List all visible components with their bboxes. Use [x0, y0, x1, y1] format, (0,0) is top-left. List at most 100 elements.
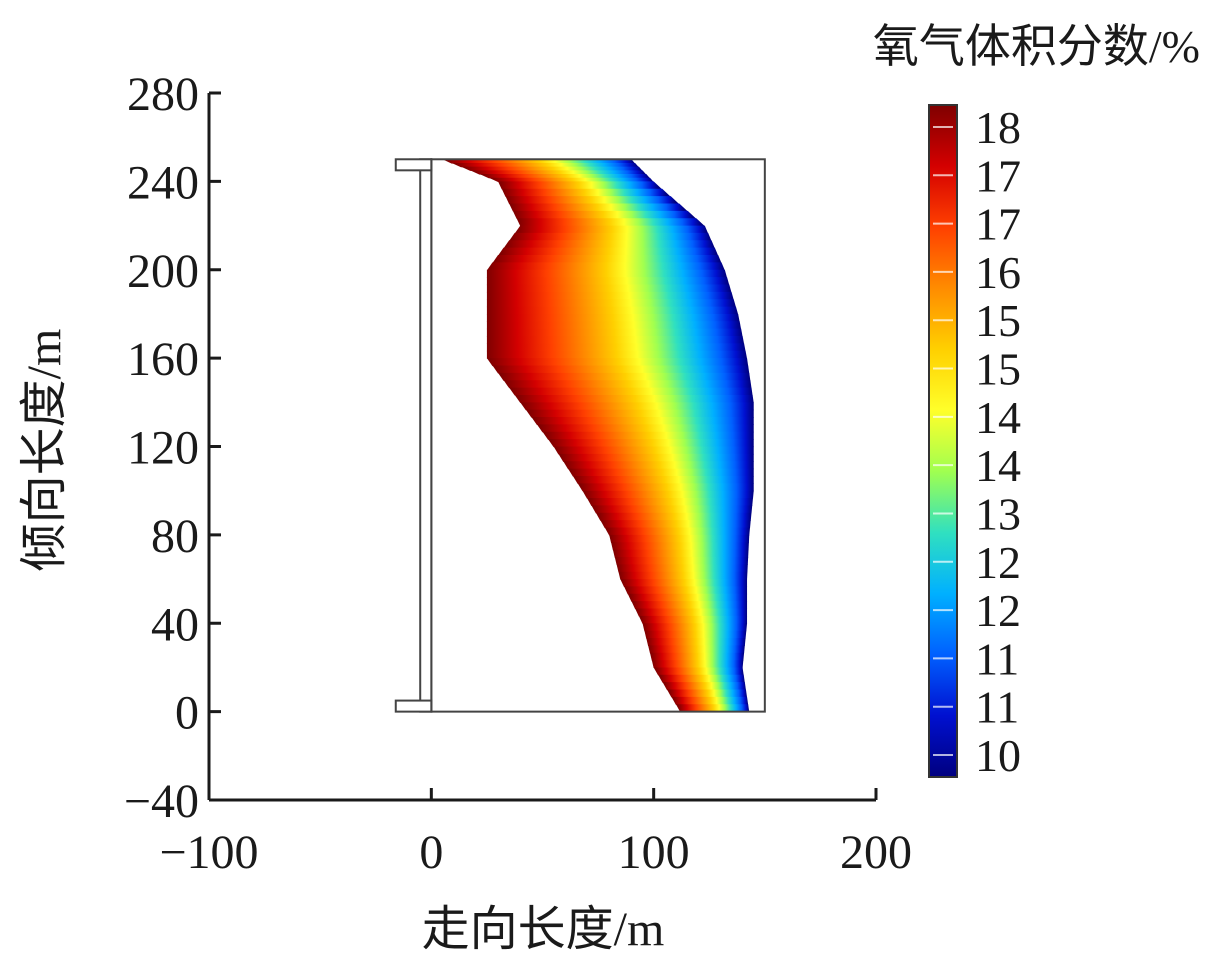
oxygen-field-strip — [520, 402, 754, 411]
oxygen-field — [442, 159, 754, 713]
y-tick-label: 240 — [127, 156, 199, 209]
oxygen-field-strip — [498, 372, 751, 381]
colorbar-tick-label: 17 — [975, 150, 1021, 201]
oxygen-field-strip — [591, 505, 753, 514]
oxygen-field-strip — [642, 623, 748, 632]
y-tick-label: 200 — [127, 245, 199, 298]
oxygen-field-strip — [563, 461, 754, 470]
y-tick-label: 80 — [151, 510, 199, 563]
oxygen-field-strip — [503, 240, 715, 249]
oxygen-field-strip — [618, 571, 748, 580]
x-tick-label: −100 — [159, 826, 258, 879]
oxygen-field-strip — [486, 269, 728, 278]
oxygen-field-strip — [514, 394, 754, 403]
y-tick-label: 160 — [127, 333, 199, 386]
oxygen-field-strip — [653, 667, 744, 676]
oxygen-field-strip — [498, 181, 663, 190]
oxygen-field-strip — [644, 630, 747, 639]
oxygen-field-strip — [486, 336, 745, 344]
y-tick-label: 0 — [175, 687, 199, 740]
oxygen-field-strip — [582, 490, 754, 499]
colorbar-title: 氧气体积分数/% — [873, 21, 1200, 72]
oxygen-field-strip — [651, 660, 744, 669]
oxygen-field-strip — [486, 321, 742, 330]
colorbar-tick-label: 13 — [975, 488, 1021, 539]
oxygen-field-strip — [505, 196, 680, 205]
oxygen-field-strip — [638, 615, 748, 624]
y-tick-label: 40 — [151, 598, 199, 651]
oxygen-field-strip — [514, 225, 709, 234]
support-column-bottom-cap — [394, 699, 433, 713]
oxygen-field-strip — [548, 439, 754, 448]
oxygen-field-strip — [572, 475, 754, 484]
oxygen-field-strip — [658, 674, 745, 683]
oxygen-field-strip — [627, 593, 748, 602]
colorbar-tick-label: 14 — [975, 392, 1021, 443]
oxygen-field-strip — [531, 417, 754, 426]
oxygen-field-strip — [492, 365, 750, 374]
oxygen-field-strip — [486, 299, 736, 308]
oxygen-field-strip — [558, 453, 754, 462]
x-tick-label: 0 — [419, 826, 443, 879]
oxygen-field-strip — [486, 343, 746, 352]
oxygen-field-strip — [486, 358, 749, 367]
colorbar-gradient — [928, 104, 958, 778]
oxygen-field-strip — [509, 203, 688, 212]
oxygen-field-strip — [509, 387, 753, 396]
oxygen-field-strip — [516, 218, 705, 227]
oxygen-field-strip — [470, 170, 647, 175]
colorbar-tick-label: 14 — [975, 440, 1021, 491]
oxygen-field-strip — [671, 696, 749, 705]
support-column-bar — [419, 158, 433, 713]
support-column-top-cap — [394, 158, 433, 172]
oxygen-field-strip — [649, 652, 745, 661]
oxygen-field-strip — [486, 313, 740, 322]
oxygen-field-strip — [486, 328, 743, 337]
oxygen-field-strip — [675, 704, 750, 713]
oxygen-field-strip — [620, 579, 748, 588]
oxygen-field-strip — [542, 431, 754, 440]
x-axis-ticks: −100 0 100 200 — [159, 788, 912, 879]
oxygen-field-strip — [512, 210, 697, 219]
colorbar-tick-label: 16 — [975, 247, 1021, 298]
oxygen-field-strip — [600, 520, 751, 529]
oxygen-field-strip — [486, 306, 739, 315]
oxygen-field-strip — [509, 232, 712, 241]
colorbar-tick-label: 10 — [975, 730, 1021, 781]
oxygen-field-strip — [488, 177, 654, 182]
x-axis-title: 走向长度/m — [422, 903, 665, 956]
y-axis-ticks: 280 240 200 160 120 80 40 0 −40 — [124, 68, 221, 828]
y-tick-label: 280 — [127, 68, 199, 121]
oxygen-field-strip — [648, 645, 745, 654]
oxygen-field-strip — [501, 188, 671, 197]
oxygen-field-strip — [525, 409, 754, 418]
oxygen-field-strip — [498, 247, 719, 256]
colorbar-tick-label: 12 — [975, 537, 1021, 588]
oxygen-field-strip — [609, 534, 750, 543]
oxygen-field-strip — [479, 174, 650, 179]
oxygen-field-strip — [451, 162, 639, 168]
oxygen-field-strip — [486, 291, 734, 300]
oxygen-field-strip — [662, 682, 746, 691]
colorbar-tick-label: 17 — [975, 199, 1021, 250]
colorbar-tick-label: 18 — [975, 102, 1021, 153]
oxygen-field-strip — [614, 556, 749, 565]
support-column — [394, 158, 433, 713]
oxygen-field-strip — [611, 542, 749, 551]
oxygen-field-strip — [503, 380, 752, 389]
oxygen-field-strip — [631, 601, 748, 610]
y-tick-label: 120 — [127, 422, 199, 475]
colorbar-tick-label: 11 — [975, 682, 1019, 733]
oxygen-field-strip — [646, 637, 746, 646]
y-tick-label: −40 — [124, 775, 199, 828]
plot-area — [394, 158, 766, 713]
oxygen-field-strip — [536, 424, 754, 433]
colorbar-tick-label: 15 — [975, 344, 1021, 395]
oxygen-field-strip — [492, 255, 722, 263]
oxygen-field-strip — [577, 483, 754, 492]
y-axis-title: 倾向长度/m — [18, 329, 71, 572]
colorbar-tick-label: 15 — [975, 295, 1021, 346]
oxygen-field-strip — [460, 166, 643, 171]
